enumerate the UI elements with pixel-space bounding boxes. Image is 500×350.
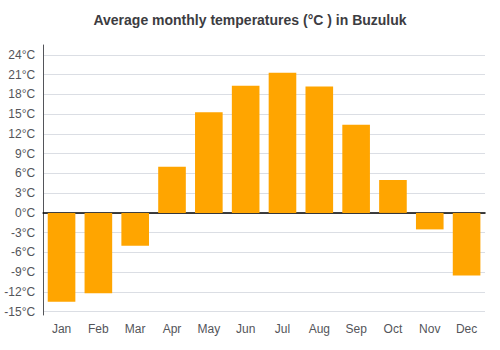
- svg-text:Jun: Jun: [236, 322, 255, 336]
- svg-text:Mar: Mar: [125, 322, 146, 336]
- svg-text:May: May: [198, 322, 221, 336]
- svg-text:Apr: Apr: [163, 322, 182, 336]
- svg-text:-15°C: -15°C: [4, 305, 35, 319]
- svg-text:21°C: 21°C: [8, 68, 35, 82]
- svg-text:24°C: 24°C: [8, 48, 35, 62]
- svg-text:15°C: 15°C: [8, 107, 35, 121]
- svg-text:9°C: 9°C: [15, 147, 35, 161]
- svg-text:Jul: Jul: [275, 322, 290, 336]
- svg-text:Average monthly temperatures (: Average monthly temperatures (°C ) in Bu…: [93, 12, 406, 28]
- svg-text:12°C: 12°C: [8, 127, 35, 141]
- svg-text:Oct: Oct: [384, 322, 403, 336]
- svg-text:Jan: Jan: [52, 322, 71, 336]
- svg-text:6°C: 6°C: [15, 166, 35, 180]
- svg-text:-3°C: -3°C: [11, 226, 35, 240]
- svg-text:18°C: 18°C: [8, 87, 35, 101]
- svg-text:-12°C: -12°C: [4, 285, 35, 299]
- svg-text:Dec: Dec: [456, 322, 477, 336]
- svg-text:-6°C: -6°C: [11, 245, 35, 259]
- svg-text:Feb: Feb: [88, 322, 109, 336]
- svg-text:-9°C: -9°C: [11, 265, 35, 279]
- svg-text:0°C: 0°C: [15, 206, 35, 220]
- svg-text:Nov: Nov: [419, 322, 440, 336]
- svg-text:3°C: 3°C: [15, 186, 35, 200]
- svg-text:Sep: Sep: [345, 322, 367, 336]
- svg-text:Aug: Aug: [309, 322, 330, 336]
